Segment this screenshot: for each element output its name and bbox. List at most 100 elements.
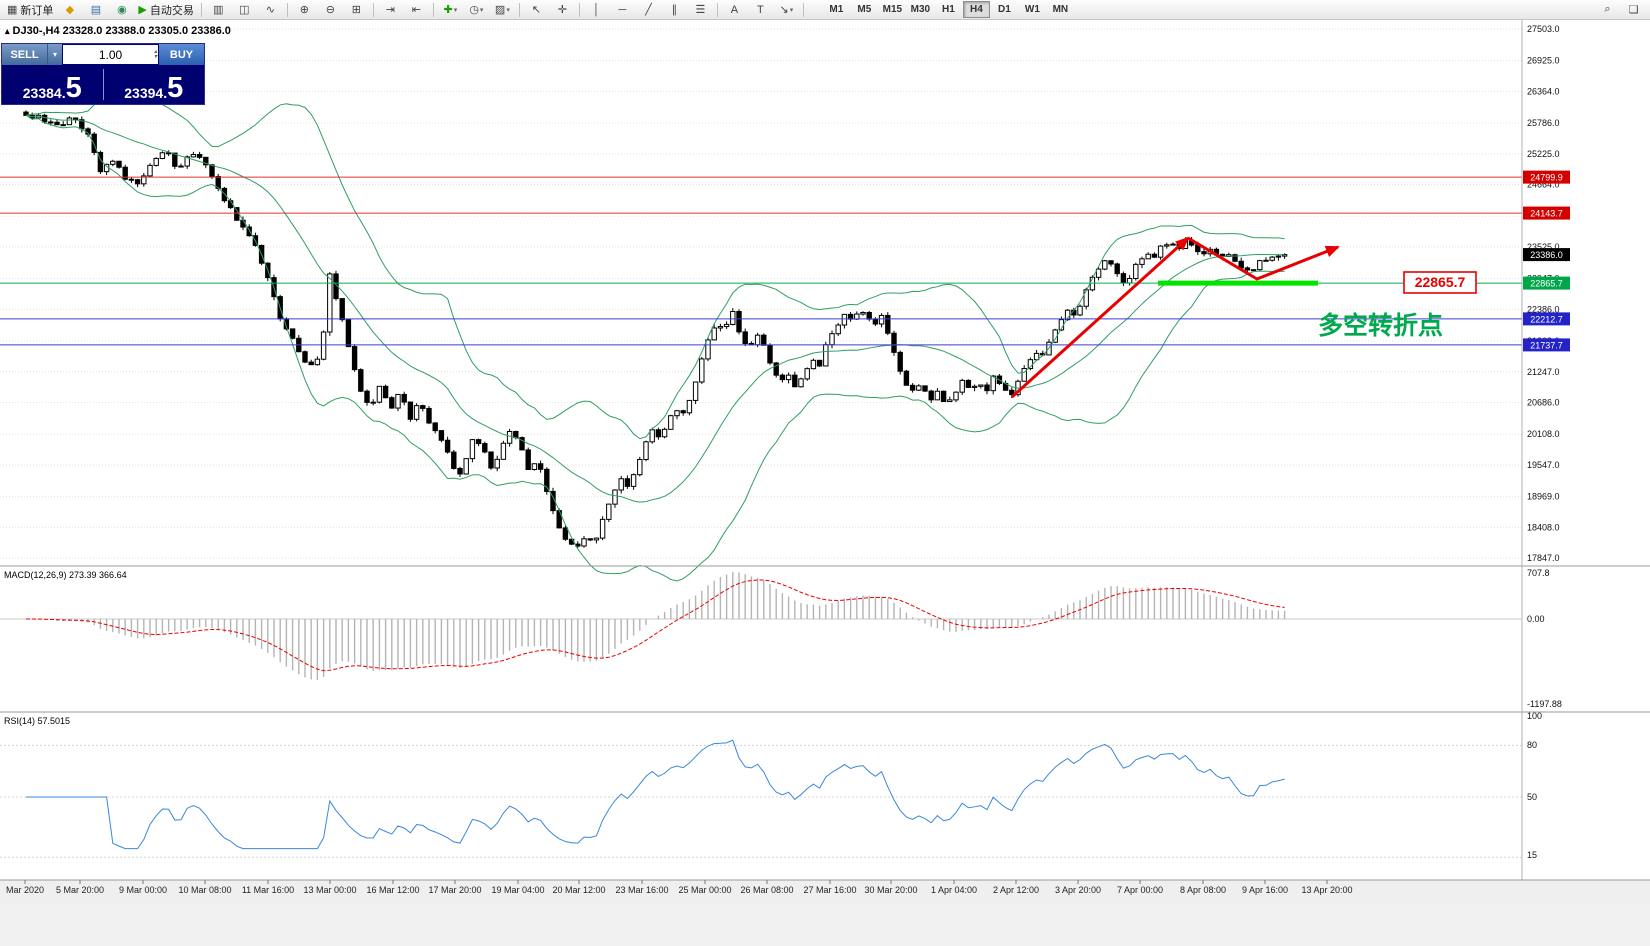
auto-scroll-icon[interactable]: ⇥	[378, 0, 403, 19]
vertical-line-icon-glyph: │	[592, 3, 600, 16]
toolbar-right: ⌕ ❏	[1595, 0, 1646, 19]
svg-text:24143.7: 24143.7	[1530, 209, 1563, 219]
horizontal-line-icon-glyph: ─	[618, 3, 627, 16]
chart-canvas[interactable]: MACD(12,26,9) 273.39 366.64 707.8 0.00 -119…	[0, 20, 1650, 946]
auto-scroll-icon-glyph: ⇥	[385, 4, 395, 16]
text-icon-glyph: A	[730, 3, 739, 16]
one-click-toggle-icon[interactable]: ▴	[5, 26, 10, 36]
fibonacci-icon-glyph: ☰	[695, 4, 706, 16]
svg-text:15: 15	[1527, 850, 1537, 860]
tile-windows-icon[interactable]: ⊞	[344, 0, 369, 19]
svg-text:25 Mar 00:00: 25 Mar 00:00	[678, 885, 731, 895]
label-icon[interactable]: T	[748, 0, 773, 19]
search-icon[interactable]: ⌕	[1604, 3, 1611, 15]
timeframe-m15[interactable]: M15	[882, 4, 903, 15]
crosshair-icon[interactable]: ✛	[550, 0, 575, 19]
autotrading-button[interactable]: ▶ 自动交易	[135, 0, 196, 19]
channel-icon[interactable]: ∥	[662, 0, 687, 19]
timeframe-d1[interactable]: D1	[997, 4, 1011, 15]
svg-text:26 Mar 08:00: 26 Mar 08:00	[740, 885, 793, 895]
timeframe-h1[interactable]: H1	[941, 4, 955, 15]
annotations-layer[interactable]: 22865.7 多空转折点	[1010, 236, 1477, 399]
trendline-icon[interactable]: ╱	[636, 0, 661, 19]
svg-text:RSI(14) 57.5015: RSI(14) 57.5015	[4, 716, 70, 726]
svg-text:707.8: 707.8	[1527, 568, 1550, 578]
spinner-down-icon[interactable]: ▾	[153, 53, 157, 60]
chart-shift-icon[interactable]: ⇤	[404, 0, 429, 19]
timeframe-h4[interactable]: H4	[962, 1, 990, 18]
svg-text:11 Mar 16:00: 11 Mar 16:00	[242, 885, 294, 895]
autotrading-button-label: 自动交易	[149, 4, 194, 17]
price-scale[interactable]: 27503.0 26925.0 26364.0 25786.0 25225.0 24664…	[1521, 20, 1570, 880]
svg-text:30 Mar 20:00: 30 Mar 20:00	[864, 885, 917, 895]
timeframe-m1[interactable]: M1	[829, 4, 844, 15]
chevron-down-icon: ▾	[453, 6, 458, 14]
navigator-icon[interactable]: ◉	[109, 0, 134, 19]
chevron-down-icon: ▾	[506, 6, 510, 14]
arrows-icon[interactable]: ↘ ▾	[774, 0, 799, 19]
new-window-icon[interactable]: ❏	[1628, 4, 1639, 16]
cursor-icon-glyph: ↖	[531, 4, 541, 16]
tile-windows-icon-glyph: ⊞	[351, 4, 361, 16]
timeframe-mn[interactable]: MN	[1052, 4, 1069, 15]
toolbar-separator	[716, 2, 718, 17]
svg-text:20108.0: 20108.0	[1527, 429, 1560, 439]
template-icon[interactable]: ▨ ▾	[490, 0, 515, 19]
market-watch-icon[interactable]: ▤	[83, 0, 108, 19]
timeframe-w1[interactable]: W1	[1024, 4, 1040, 15]
svg-text:20 Mar 12:00: 20 Mar 12:00	[552, 885, 605, 895]
template-icon-glyph: ▨	[494, 4, 506, 16]
horizontal-line-icon[interactable]: ─	[610, 0, 635, 19]
vertical-line-icon[interactable]: │	[584, 0, 609, 19]
svg-text:23 Mar 16:00: 23 Mar 16:00	[615, 885, 668, 895]
sell-price[interactable]: 23384. 5	[2, 65, 103, 104]
zoom-out-icon[interactable]: ⊖	[318, 0, 343, 19]
trend-arrow-up[interactable]	[1010, 236, 1190, 399]
candlestick-chart-icon[interactable]: ◫	[232, 0, 257, 19]
svg-text:18969.0: 18969.0	[1527, 492, 1560, 502]
rsi-panel: RSI(14) 57.5015 100 80 50 15	[0, 711, 1650, 860]
svg-text:80: 80	[1527, 740, 1537, 750]
buy-button[interactable]: BUY	[159, 44, 204, 65]
autotrading-glyph: ▶	[138, 4, 147, 16]
price-annotation-box[interactable]	[1403, 271, 1477, 294]
timeframe-m30[interactable]: M30	[910, 4, 931, 15]
svg-text:25786.0: 25786.0	[1527, 118, 1560, 128]
trade-panel-controls: SELL ▾ ▴▾ BUY	[2, 44, 204, 65]
text-icon[interactable]: A	[722, 0, 747, 19]
svg-text:5 Mar 20:00: 5 Mar 20:00	[56, 885, 104, 895]
cursor-icon[interactable]: ↖	[524, 0, 549, 19]
horizontal-price-lines[interactable]	[0, 176, 1522, 346]
svg-text:19 Mar 04:00: 19 Mar 04:00	[491, 885, 544, 895]
chart-shift-icon-glyph: ⇤	[411, 4, 421, 16]
bar-chart-icon[interactable]: ▥	[206, 0, 231, 19]
trend-arrow-zigzag[interactable]	[1187, 236, 1340, 281]
zoom-in-icon[interactable]: ⊕	[292, 0, 317, 19]
sell-button[interactable]: SELL	[2, 44, 47, 65]
new-order-button[interactable]: ▦ 新订单	[4, 0, 56, 19]
indicators-icon[interactable]: ✚ ▾	[438, 0, 463, 19]
toolbar-separator	[200, 2, 202, 17]
svg-text:17 Mar 20:00: 17 Mar 20:00	[428, 885, 481, 895]
favorites-icon-glyph: ◆	[65, 4, 75, 16]
svg-text:27503.0: 27503.0	[1527, 24, 1560, 34]
price-level-badge	[1523, 206, 1570, 220]
price-level-badge	[1523, 312, 1570, 326]
line-chart-icon[interactable]: ∿	[258, 0, 283, 19]
spinner-up-icon[interactable]: ▴	[153, 48, 157, 55]
candlestick-chart-icon-glyph: ◫	[239, 4, 250, 16]
volume-input[interactable]	[63, 46, 158, 63]
volume-dropdown[interactable]: ▾	[47, 44, 62, 65]
favorites-icon[interactable]: ◆	[57, 0, 82, 19]
svg-text:25225.0: 25225.0	[1527, 149, 1560, 159]
timeframe-m5[interactable]: M5	[857, 4, 872, 15]
zoom-out-icon-glyph: ⊖	[325, 4, 335, 16]
svg-text:100: 100	[1527, 711, 1542, 721]
volume-spinner[interactable]: ▴ ▾	[154, 45, 157, 64]
time-axis[interactable]: Mar 2020 5 Mar 20:00 9 Mar 00:00 10 Mar 08:…	[0, 879, 1650, 895]
chevron-down-icon: ▾	[789, 6, 794, 14]
fibonacci-icon[interactable]: ☰	[688, 0, 713, 19]
periods-icon[interactable]: ◷ ▾	[464, 0, 489, 19]
buy-price[interactable]: 23394. 5	[104, 65, 205, 104]
svg-text:50: 50	[1527, 792, 1537, 802]
